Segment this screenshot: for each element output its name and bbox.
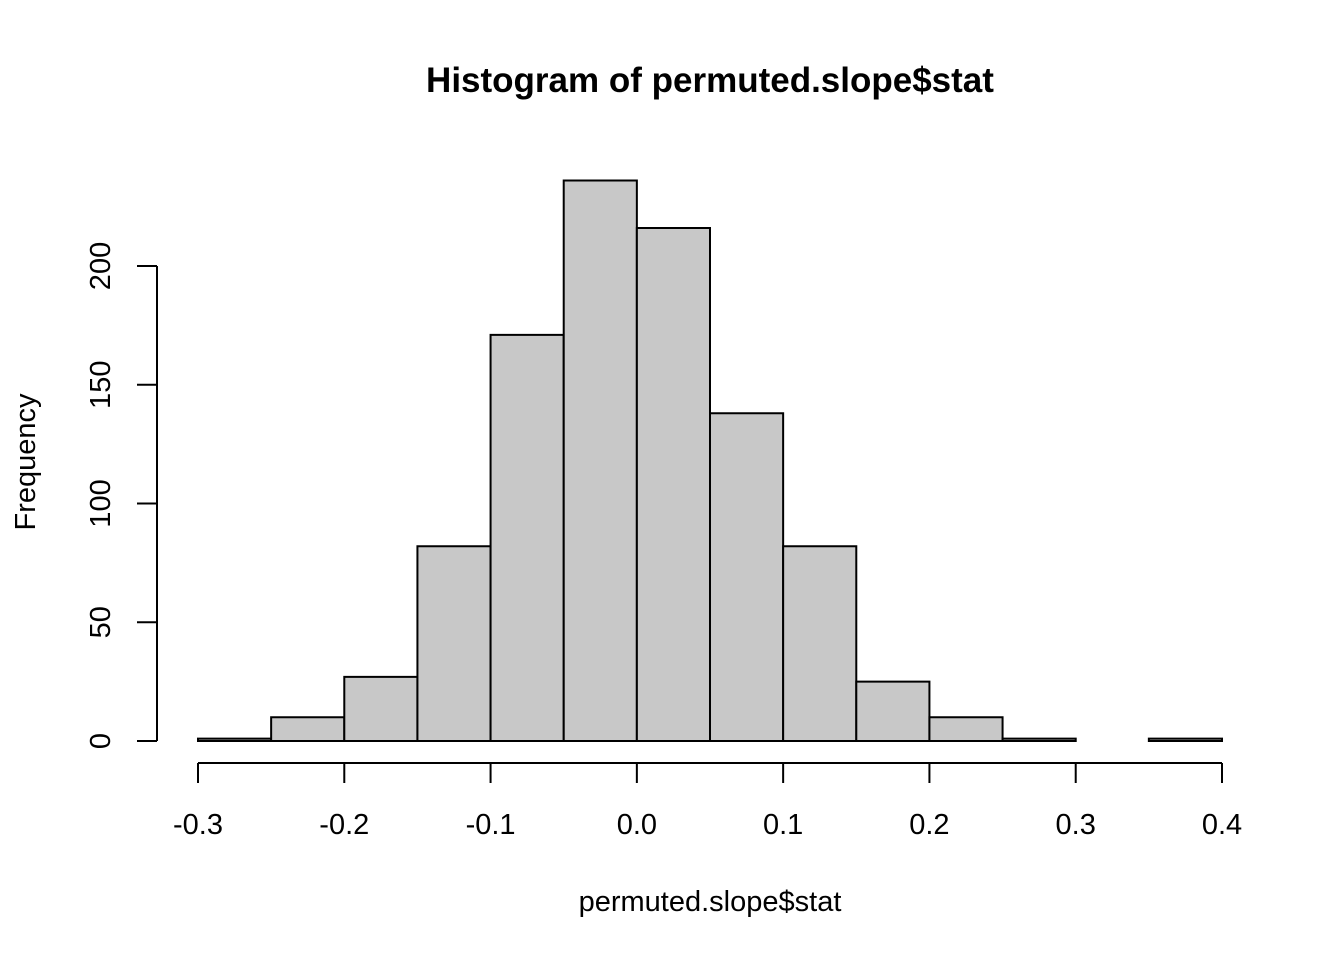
y-tick-label: 200 bbox=[85, 242, 117, 290]
histogram-bar bbox=[855, 680, 931, 742]
y-axis-label: Frequency bbox=[10, 393, 42, 531]
histogram-bar bbox=[270, 716, 346, 742]
histogram-bar bbox=[343, 675, 419, 742]
histogram-bar bbox=[562, 179, 638, 742]
y-tick-label: 150 bbox=[85, 361, 117, 409]
bars-group bbox=[197, 179, 1224, 742]
y-tick-label: 100 bbox=[85, 479, 117, 527]
histogram-bar bbox=[489, 333, 565, 742]
x-tick-label: 0.0 bbox=[617, 809, 657, 841]
x-tick-label: 0.2 bbox=[909, 809, 949, 841]
histogram-bar bbox=[416, 545, 492, 742]
histogram-bar bbox=[635, 227, 711, 742]
y-tick-label: 50 bbox=[85, 606, 117, 638]
y-tick-label: 0 bbox=[85, 733, 117, 749]
histogram-bar bbox=[1001, 737, 1077, 742]
x-tick-label: 0.1 bbox=[763, 809, 803, 841]
histogram-bar bbox=[197, 737, 273, 742]
x-tick-label: 0.3 bbox=[1056, 809, 1096, 841]
y-axis: 0 50 100 150 200 bbox=[85, 242, 158, 749]
x-axis: -0.3 -0.2 -0.1 0.0 0.1 0.2 0.3 0.4 bbox=[173, 762, 1242, 841]
x-axis-label: permuted.slope$stat bbox=[579, 886, 842, 918]
histogram-bar bbox=[782, 545, 858, 742]
x-tick-label: 0.4 bbox=[1202, 809, 1242, 841]
x-tick-label: -0.3 bbox=[173, 809, 223, 841]
x-tick-label: -0.1 bbox=[466, 809, 516, 841]
x-tick-label: -0.2 bbox=[319, 809, 369, 841]
chart-title: Histogram of permuted.slope$stat bbox=[426, 61, 994, 100]
histogram-bar bbox=[709, 412, 785, 742]
histogram-bar bbox=[928, 716, 1004, 742]
histogram-bar bbox=[1147, 737, 1224, 742]
